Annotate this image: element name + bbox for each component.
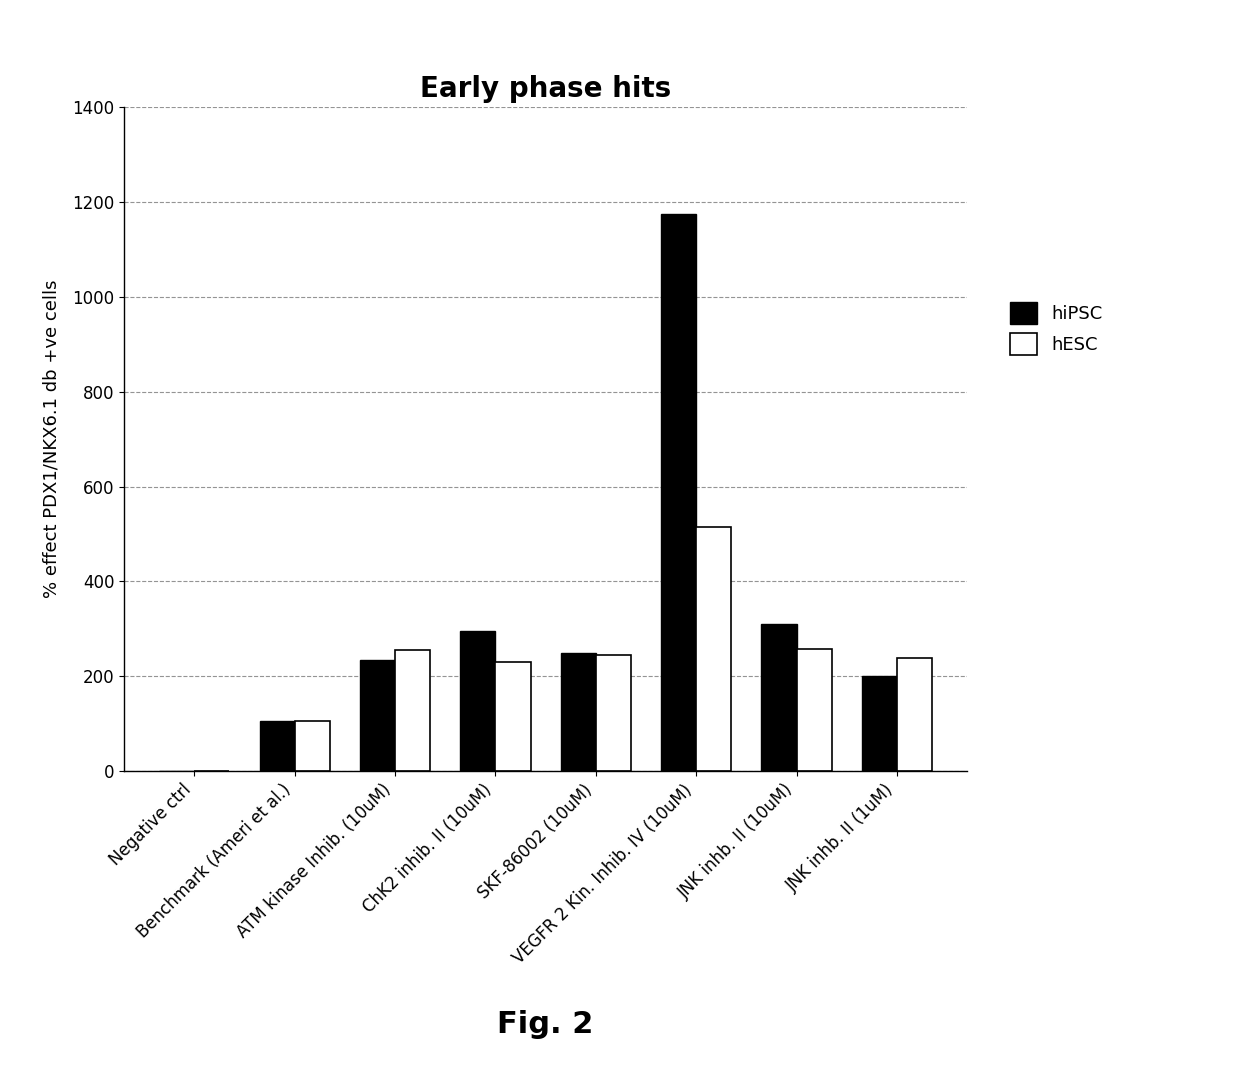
Y-axis label: % effect PDX1/NKX6.1 db +ve cells: % effect PDX1/NKX6.1 db +ve cells: [43, 280, 61, 599]
Bar: [360, 660, 396, 771]
Bar: [259, 722, 295, 771]
Bar: [560, 653, 595, 771]
Bar: [595, 654, 631, 771]
Bar: [496, 662, 531, 771]
Bar: [696, 527, 732, 771]
Bar: [661, 214, 696, 771]
Text: Early phase hits: Early phase hits: [420, 75, 671, 103]
Legend: hiPSC, hESC: hiPSC, hESC: [1009, 302, 1102, 356]
Bar: [897, 659, 932, 771]
Bar: [862, 676, 897, 771]
Bar: [796, 649, 832, 771]
Bar: [460, 631, 496, 771]
Bar: [396, 650, 430, 771]
Bar: [761, 624, 796, 771]
Bar: [295, 722, 330, 771]
Text: Fig. 2: Fig. 2: [497, 1010, 594, 1039]
